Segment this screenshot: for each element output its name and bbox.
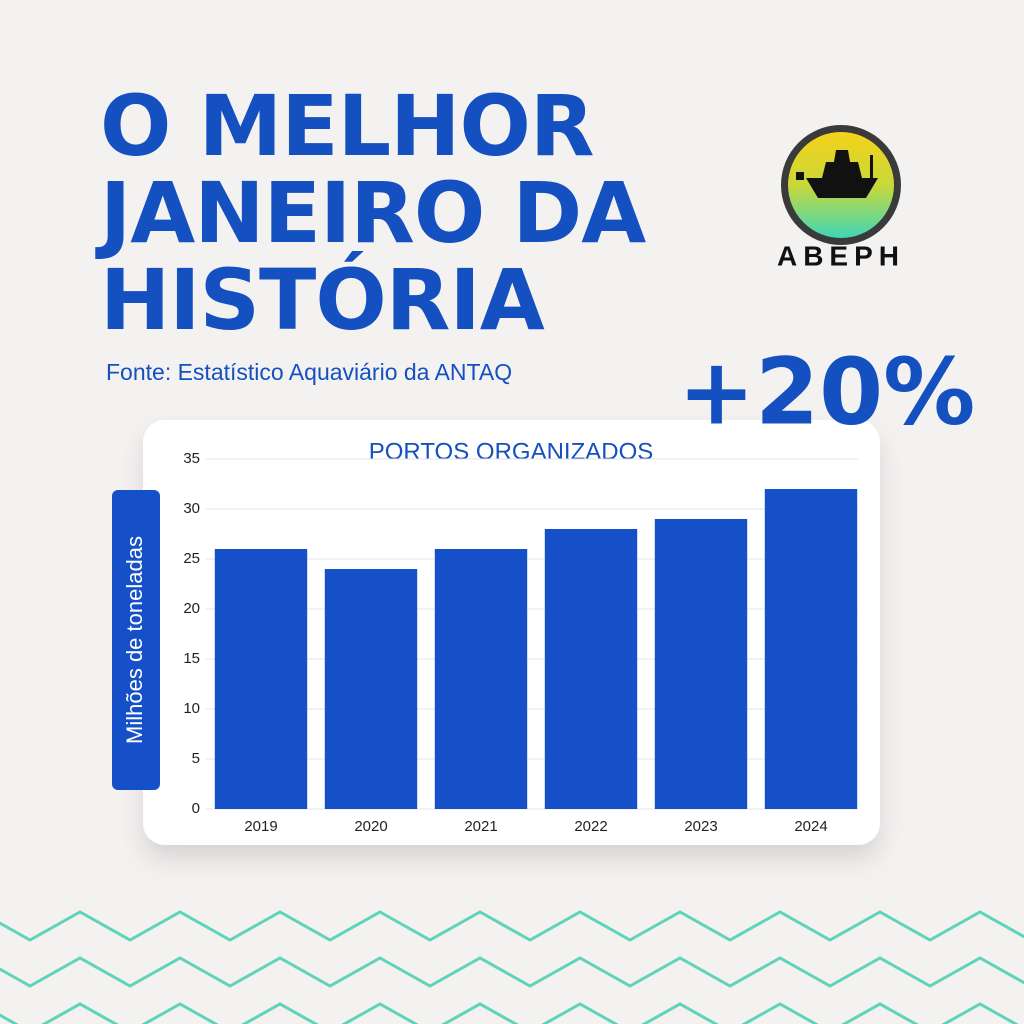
- logo: ABEPH: [777, 125, 905, 271]
- bar: [324, 569, 418, 809]
- x-tick-label: 2019: [244, 818, 277, 835]
- bar: [214, 549, 308, 809]
- y-tick-label: 20: [183, 600, 200, 617]
- x-tick-label: 2024: [794, 818, 827, 835]
- x-tick-label: 2020: [354, 818, 387, 835]
- bar: [764, 489, 858, 809]
- highlight: +20%: [678, 338, 975, 445]
- zigzag-line: [0, 956, 1024, 988]
- bar: [654, 519, 748, 809]
- y-tick-label: 25: [183, 550, 200, 567]
- x-tick-label: 2023: [684, 818, 717, 835]
- y-tick-label: 15: [183, 650, 200, 667]
- zigzag-line: [0, 1002, 1019, 1024]
- chart-title: PORTOS ORGANIZADOS: [369, 438, 654, 465]
- bar: [544, 529, 638, 809]
- y-axis-label: Milhões de toneladas: [122, 536, 147, 744]
- logo-text: ABEPH: [777, 240, 905, 271]
- headline: HISTÓRIA: [100, 251, 545, 349]
- x-tick-label: 2021: [464, 818, 497, 835]
- y-tick-label: 35: [183, 450, 200, 467]
- headline: JANEIRO DA: [95, 164, 646, 262]
- zigzag: [0, 910, 1024, 1024]
- y-label-box: [112, 490, 160, 790]
- y-tick-label: 0: [192, 800, 200, 817]
- source: Fonte: Estatístico Aquaviário da ANTAQ: [106, 359, 512, 385]
- x-tick-label: 2022: [574, 818, 607, 835]
- headline: O MELHOR: [100, 77, 594, 175]
- y-tick-label: 30: [183, 500, 200, 517]
- y-tick-label: 10: [183, 700, 200, 717]
- y-tick-label: 5: [192, 750, 200, 767]
- zigzag-line: [0, 910, 1024, 942]
- bar: [434, 549, 528, 809]
